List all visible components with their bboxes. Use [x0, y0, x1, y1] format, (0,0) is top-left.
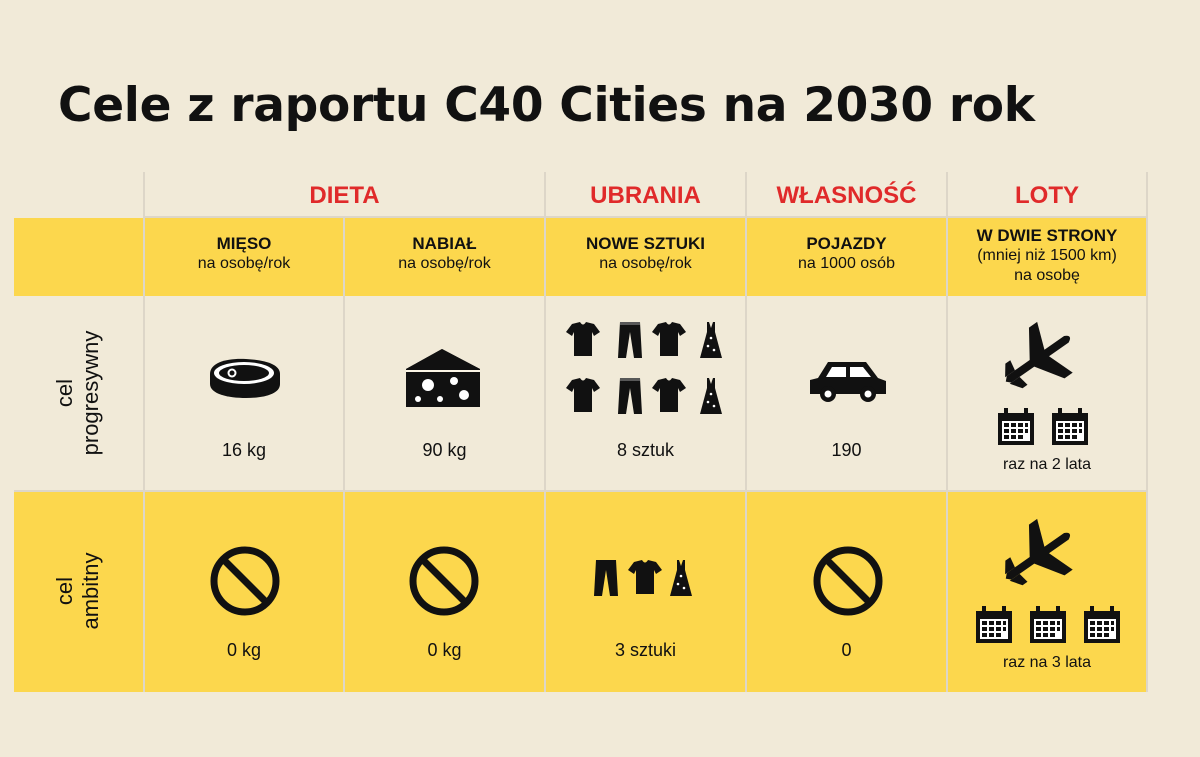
category-dieta: DIETA [309, 182, 380, 209]
value-label: 0 kg [226, 640, 262, 660]
value-label: raz na 3 lata [1002, 654, 1092, 671]
column-header-title: W DWIE STRONY [976, 226, 1118, 245]
value-label: 190 [831, 440, 862, 460]
grid-line [1146, 172, 1148, 692]
ambitious-row-band [14, 492, 1148, 692]
row-label-line: progresywny [78, 330, 103, 456]
row-label-line: cel [52, 378, 77, 408]
airplane-icon [1000, 318, 1082, 396]
column-header-subtitle: na osobę/rok [599, 255, 692, 272]
calendar-icon [1029, 606, 1067, 644]
category-loty: LOTY [1015, 182, 1079, 209]
grid-line [14, 490, 1148, 492]
category-wlasnosc: WŁASNOŚĆ [776, 182, 917, 209]
calendar-icon [1051, 408, 1089, 446]
prohibited-icon [209, 545, 281, 617]
value-label: 8 sztuk [616, 440, 675, 460]
column-header-mieso: MIĘSO na osobę/rok [145, 234, 343, 274]
value-label: 90 kg [422, 440, 467, 460]
header-band [14, 218, 1148, 296]
cheese-icon [402, 345, 486, 411]
clothing-icon [564, 320, 728, 416]
row-label-progressive: cel progresywny [52, 293, 104, 493]
column-header-title: NOWE SZTUKI [586, 234, 705, 253]
prohibited-icon [408, 545, 480, 617]
prohibited-icon [812, 545, 884, 617]
value-label: 0 [841, 640, 852, 660]
grid-line [343, 218, 345, 692]
row-label-line: ambitny [78, 552, 103, 630]
value-label: 0 kg [427, 640, 462, 660]
value-label: 16 kg [221, 440, 267, 460]
page-title: Cele z raportu C40 Cities na 2030 rok [58, 78, 1035, 133]
grid-line [143, 172, 145, 692]
clothing-icon [592, 558, 696, 600]
column-header-title: POJAZDY [806, 234, 887, 253]
row-label-line: cel [52, 576, 77, 606]
column-header-subtitle: na osobę [1014, 267, 1080, 284]
calendar-icon [1083, 606, 1121, 644]
calendar-icon [975, 606, 1013, 644]
category-ubrania: UBRANIA [590, 182, 701, 209]
airplane-icon [1000, 515, 1082, 593]
column-header-nowe-sztuki: NOWE SZTUKI na osobę/rok [546, 234, 745, 274]
grid-line [946, 172, 948, 692]
grid-line [544, 172, 546, 692]
column-header-title: NABIAŁ [412, 234, 477, 253]
row-label-ambitious: cel ambitny [52, 491, 104, 691]
column-header-subtitle: (mniej niż 1500 km) [977, 247, 1117, 264]
column-header-loty: W DWIE STRONY (mniej niż 1500 km) na oso… [948, 226, 1146, 286]
column-header-nabial: NABIAŁ na osobę/rok [345, 234, 544, 274]
column-header-subtitle: na osobę/rok [197, 255, 291, 272]
column-header-title: MIĘSO [216, 234, 272, 253]
car-icon [808, 358, 888, 404]
column-header-pojazdy: POJAZDY na 1000 osób [747, 234, 946, 274]
calendar-icon [997, 408, 1035, 446]
steak-icon [206, 356, 284, 400]
value-label: 3 sztuki [614, 640, 677, 660]
value-label: raz na 2 lata [1002, 456, 1092, 473]
column-header-subtitle: na 1000 osób [798, 255, 895, 272]
grid-line [745, 172, 747, 692]
grid-line [143, 216, 1148, 218]
column-header-subtitle: na osobę/rok [398, 255, 491, 272]
